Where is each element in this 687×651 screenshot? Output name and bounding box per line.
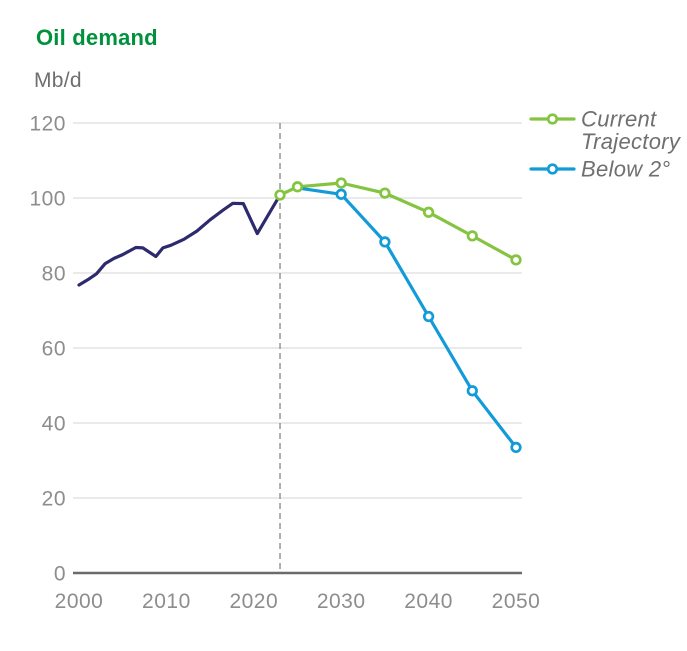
series-line-1-current-trajectory (278, 181, 518, 262)
series-line-0-history (77, 193, 282, 287)
y-tick-label-100: 100 (29, 188, 66, 211)
x-tick-label-2000: 2000 (55, 590, 104, 613)
data-point-marker-2040 (422, 206, 435, 218)
y-tick-label-60: 60 (42, 338, 66, 361)
x-tick-label-2010: 2010 (142, 590, 191, 613)
x-tick-label-2040: 2040 (404, 590, 453, 613)
legend-label-0-1: Trajectory (581, 129, 682, 154)
data-point-marker-2025 (291, 181, 304, 193)
data-point-marker-2035 (379, 187, 391, 199)
unit-label: Mb/d (34, 69, 82, 92)
legend-label-1-0: Below 2° (581, 157, 670, 182)
x-tick-label-2030: 2030 (317, 590, 366, 613)
legend-marker-1 (546, 163, 559, 175)
series-line-2-below-2 (295, 186, 518, 449)
data-point-marker-2050 (510, 441, 522, 454)
chart-title: Oil demand (36, 25, 158, 50)
grid-layer (73, 122, 522, 575)
y-tick-label-40: 40 (42, 413, 66, 436)
data-point-marker-2050 (510, 254, 522, 266)
data-point-marker-2035 (379, 236, 391, 248)
data-point-marker-2045 (466, 385, 478, 397)
y-tick-label-80: 80 (42, 263, 66, 286)
legend-marker-0 (546, 113, 559, 125)
y-tick-label-120: 120 (29, 113, 66, 136)
data-point-marker-2040 (422, 310, 435, 323)
data-point-marker-2023 (274, 189, 286, 201)
data-point-marker-2030 (335, 177, 347, 189)
y-tick-label-0: 0 (54, 563, 66, 586)
data-point-marker-2045 (466, 230, 478, 242)
x-tick-label-2020: 2020 (229, 590, 278, 613)
y-tick-label-20: 20 (42, 488, 66, 511)
x-tick-label-2050: 2050 (492, 590, 541, 613)
legend-label-0-0: Current (581, 107, 657, 132)
series-layer (77, 177, 522, 454)
data-point-marker-2030 (335, 188, 347, 200)
